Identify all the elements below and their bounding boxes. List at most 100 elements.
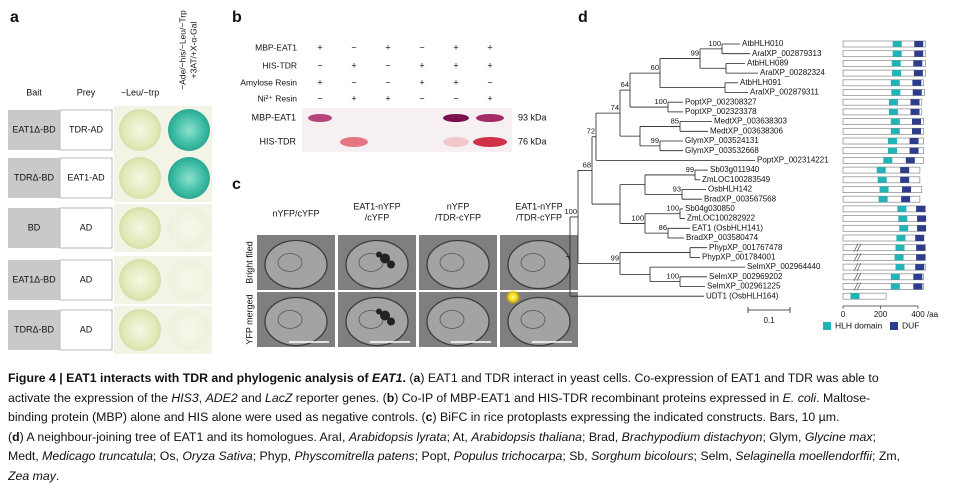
band: [340, 137, 368, 147]
protein-bar: [842, 79, 924, 87]
break-mark: [853, 253, 859, 262]
duf-domain: [912, 89, 922, 96]
caption-text: ; Zm,: [872, 449, 901, 464]
hlh-domain: [890, 118, 900, 125]
caption-text: (: [405, 371, 414, 385]
caption-text: binding protein (MBP) alone and HIS alon…: [8, 410, 426, 425]
caption-text: HIS3: [171, 390, 199, 405]
protein-bar: [842, 215, 926, 222]
break-mark: [853, 262, 859, 272]
leaf-label: ZmLOC100282922: [687, 214, 756, 223]
caption-text: .: [402, 371, 406, 385]
axis-tick-label: 200: [874, 310, 888, 319]
hlh-domain: [890, 283, 900, 290]
leaf-label: PhypXP_001767478: [709, 243, 783, 252]
caption-line: binding protein (MBP) alone and HIS alon…: [8, 408, 954, 428]
caption-text: d: [12, 429, 20, 444]
caption-text: LacZ: [265, 390, 293, 405]
duf-domain: [900, 167, 910, 174]
hlh-domain: [890, 79, 900, 86]
bootstrap: 99: [686, 165, 694, 174]
leaf-label: UDT1 (OsbHLH164): [706, 291, 779, 300]
prey-box: [59, 157, 113, 199]
caption-line: (d) A neighbour-joining tree of EAT1 and…: [8, 428, 954, 448]
column-header: /cYFP: [365, 212, 390, 222]
caption-text: Arabidopsis thaliana: [471, 429, 582, 444]
column-header: −Leu/−trp: [121, 87, 160, 97]
row-label: MBP-EAT1: [255, 42, 297, 52]
band: [476, 114, 504, 122]
prey: TDR-AD: [69, 124, 103, 134]
caption-line: Figure 4 | EAT1 interacts with TDR and p…: [8, 369, 954, 389]
colony: [168, 259, 210, 301]
leaf-label: PoptXP_002314221: [757, 156, 829, 165]
column-header: /TDR-cYFP: [516, 212, 562, 222]
protein-bar: [842, 292, 887, 300]
column-header: /TDR-cYFP: [435, 212, 481, 222]
bait: EAT1Δ-BD: [12, 124, 56, 134]
caption-text: . Maltose-: [816, 390, 871, 405]
duf-domain: [913, 283, 923, 290]
cell: [426, 239, 490, 290]
sign: −: [487, 77, 492, 87]
leaf-label: Sb04g030850: [685, 204, 735, 213]
sign: +: [317, 42, 322, 52]
organelle: [380, 253, 390, 264]
break-mark: [856, 262, 862, 272]
band: [308, 114, 332, 122]
caption-text: Medicago truncatula: [42, 449, 153, 464]
hlh-domain: [895, 244, 905, 251]
duf-domain: [917, 225, 927, 232]
break-mark: [856, 272, 862, 281]
caption-text: ; Brad,: [582, 429, 622, 444]
bootstrap: 100: [666, 272, 679, 281]
leaf-label: GlymXP_003532668: [685, 146, 759, 155]
hlh-domain: [898, 215, 908, 222]
legend-label: HLH domain: [835, 320, 883, 330]
caption-line: Zea may.: [8, 467, 954, 487]
caption-text: and: [237, 390, 266, 405]
vacuole: [520, 310, 546, 329]
hlh-domain: [890, 273, 900, 280]
colony: [168, 309, 210, 351]
caption-text: ) BiFC in rice protoplasts expressing th…: [432, 410, 840, 425]
colony: [119, 309, 161, 351]
column-header: Bait: [26, 87, 42, 97]
band: [473, 137, 507, 147]
caption-text: ,: [198, 390, 206, 405]
sign: +: [453, 60, 458, 70]
organelle: [376, 308, 382, 315]
protein-bar: [842, 224, 926, 232]
row-label: HIS-TDR: [263, 60, 297, 70]
protein-bar: [842, 60, 926, 67]
bootstrap: 100: [654, 97, 667, 106]
colony: [168, 109, 210, 151]
caption-text: Physcomitrella patens: [294, 449, 415, 464]
protein-bar: [842, 147, 924, 155]
sign: −: [419, 42, 424, 52]
figure: a Bait Prey −Leu/−trp −Ade/−his/−Leu/−Trp +3A…: [8, 9, 939, 354]
leaf-label: AtbHLH091: [740, 78, 782, 87]
bootstrap: 85: [671, 116, 679, 125]
duf-domain: [914, 50, 924, 57]
prey-box: [59, 309, 113, 351]
cell: [426, 296, 490, 347]
prey: AD: [80, 222, 93, 232]
leaf-label: AralXP_00282324: [760, 68, 825, 77]
leaf-label: Sb03g011940: [710, 165, 760, 174]
caption-text: Glycine max: [804, 429, 873, 444]
hlh-domain: [891, 89, 901, 96]
hlh-domain: [891, 60, 901, 67]
protein-bar: [842, 50, 926, 58]
row-label: Bright filed: [244, 241, 254, 284]
leaf-label: PoptXP_002323378: [685, 107, 757, 116]
duf-domain: [905, 157, 915, 164]
leaf-label: AralXP_002879313: [752, 49, 822, 58]
sign: +: [317, 77, 322, 87]
bootstrap: 64: [621, 80, 629, 89]
bootstrap: 100: [564, 207, 577, 216]
rotated-header: −Ade/−his/−Leu/−Trp: [177, 10, 187, 90]
scale-label: 0.1: [763, 316, 775, 325]
bootstrap: 99: [691, 49, 699, 58]
caption-text: ; Glym,: [762, 429, 805, 444]
